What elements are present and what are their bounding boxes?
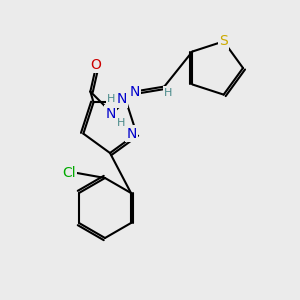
Text: H: H: [117, 118, 125, 128]
Text: N: N: [129, 85, 140, 98]
Text: N: N: [116, 92, 127, 106]
Text: H: H: [164, 88, 172, 98]
Text: H: H: [107, 94, 116, 104]
Text: Cl: Cl: [62, 166, 76, 180]
Text: N: N: [105, 106, 116, 121]
Text: N: N: [126, 127, 137, 141]
Text: S: S: [219, 34, 228, 48]
Text: O: O: [90, 58, 101, 71]
